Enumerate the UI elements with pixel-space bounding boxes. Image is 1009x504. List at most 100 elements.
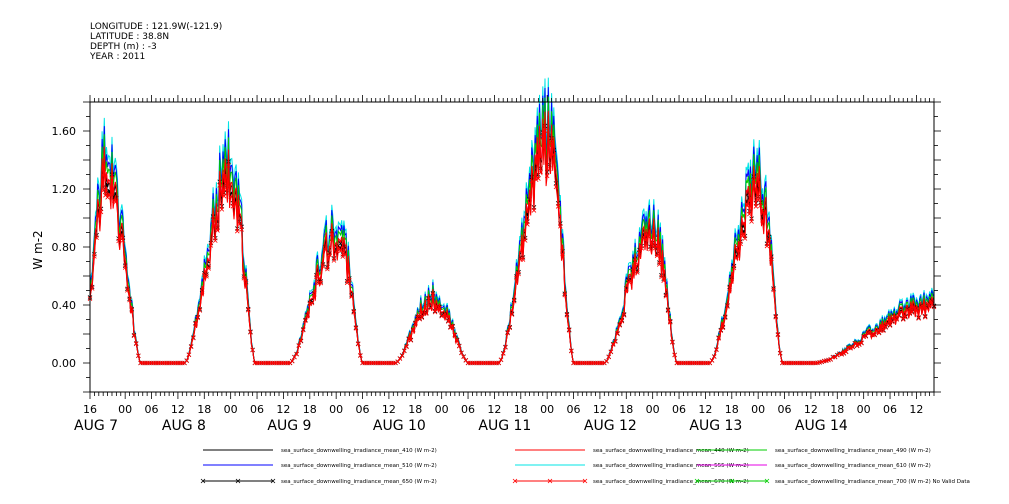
legend-marker xyxy=(512,478,518,484)
series-marker xyxy=(560,251,565,256)
series-marker xyxy=(96,214,102,219)
series-marker xyxy=(856,342,862,348)
x-tick-label: 12 xyxy=(382,403,396,416)
series-marker xyxy=(604,358,609,364)
header-longitude: LONGITUDE : 121.9W(-121.9) xyxy=(90,22,223,32)
series-marker xyxy=(437,305,442,311)
series-marker xyxy=(456,343,462,349)
series-marker xyxy=(351,310,357,315)
x-tick-label: 06 xyxy=(672,403,686,416)
series-marker xyxy=(848,346,853,351)
y-tick-label: 0.40 xyxy=(52,299,77,312)
series-marker xyxy=(430,292,436,298)
x-tick-label: 06 xyxy=(883,403,897,416)
x-tick-label: 18 xyxy=(514,403,528,416)
series-marker xyxy=(872,332,877,338)
x-tick-label: 18 xyxy=(303,403,317,416)
series-marker xyxy=(751,178,757,183)
series-marker xyxy=(314,274,319,280)
series-marker xyxy=(327,252,332,258)
legend-label-4: sea_surface_downwelling_irradiance_mean_… xyxy=(593,463,749,469)
series-marker xyxy=(296,343,302,348)
series-marker xyxy=(445,319,451,324)
series-marker xyxy=(835,352,840,358)
legend-label-6: sea_surface_downwelling_irradiance_mean_… xyxy=(281,479,437,485)
series-marker xyxy=(120,238,126,243)
series-marker xyxy=(498,357,504,363)
series-marker xyxy=(503,345,508,350)
x-tick-label: 00 xyxy=(646,403,660,416)
series-marker xyxy=(632,259,638,264)
date-label: AUG 12 xyxy=(584,418,637,434)
header-year: YEAR : 2011 xyxy=(90,52,146,62)
series-marker xyxy=(615,331,620,337)
series-marker xyxy=(887,323,893,328)
series-markers-6 xyxy=(87,123,937,366)
series-marker xyxy=(621,313,627,318)
x-tick-label: 00 xyxy=(540,403,554,416)
series-marker xyxy=(507,325,513,331)
legend-marker xyxy=(694,478,700,484)
series-marker xyxy=(637,249,642,255)
series-marker xyxy=(606,354,611,360)
series-marker xyxy=(725,304,730,309)
series-marker xyxy=(212,238,218,243)
series-marker xyxy=(248,330,253,335)
x-tick-label: 18 xyxy=(830,403,844,416)
series-marker xyxy=(720,325,726,331)
series-marker xyxy=(927,302,932,307)
series-marker xyxy=(89,286,95,291)
series-marker xyxy=(522,238,528,243)
series-marker xyxy=(461,354,466,360)
series-marker xyxy=(619,318,625,324)
series-marker xyxy=(514,275,519,281)
series-marker xyxy=(916,316,921,321)
series-marker xyxy=(208,243,214,248)
series-marker xyxy=(226,163,231,168)
legend-label-0: sea_surface_downwelling_irradiance_mean_… xyxy=(281,448,437,454)
series-marker xyxy=(428,305,433,311)
series-marker xyxy=(654,253,660,259)
date-label: AUG 7 xyxy=(74,418,118,434)
series-marker xyxy=(920,306,926,312)
series-marker xyxy=(624,287,629,293)
series-marker xyxy=(881,328,886,334)
series-marker xyxy=(300,327,306,333)
series-marker xyxy=(613,339,618,344)
series-marker xyxy=(714,347,719,353)
series-marker xyxy=(116,238,121,244)
series-marker xyxy=(672,352,677,358)
series-marker xyxy=(516,271,521,277)
x-tick-label: 12 xyxy=(276,403,290,416)
series-marker xyxy=(733,255,739,261)
series-marker xyxy=(197,308,203,313)
series-marker xyxy=(744,203,750,208)
date-label: AUG 13 xyxy=(689,418,742,434)
series-marker xyxy=(525,222,530,227)
x-tick-label: 00 xyxy=(118,403,132,416)
series-marker xyxy=(298,338,304,344)
series-marker xyxy=(670,340,675,345)
series-marker xyxy=(925,306,930,311)
x-tick-label: 12 xyxy=(804,403,818,416)
series-marker xyxy=(452,333,458,338)
series-marker xyxy=(459,350,464,356)
series-marker xyxy=(417,316,422,322)
series-marker xyxy=(234,228,240,234)
series-marker xyxy=(663,293,669,299)
series-marker xyxy=(195,315,200,321)
date-label: AUG 9 xyxy=(267,418,311,434)
series-marker xyxy=(727,286,732,291)
plot-frame xyxy=(89,101,935,393)
series-marker xyxy=(667,319,673,325)
series-marker xyxy=(228,194,233,199)
series-marker xyxy=(358,353,363,358)
series-marker xyxy=(747,211,752,217)
series-marker xyxy=(191,335,196,341)
series-marker xyxy=(184,358,189,363)
series-marker xyxy=(399,353,405,358)
legend-marker xyxy=(200,478,206,484)
series-marker xyxy=(553,184,559,190)
series-marker xyxy=(659,274,664,280)
